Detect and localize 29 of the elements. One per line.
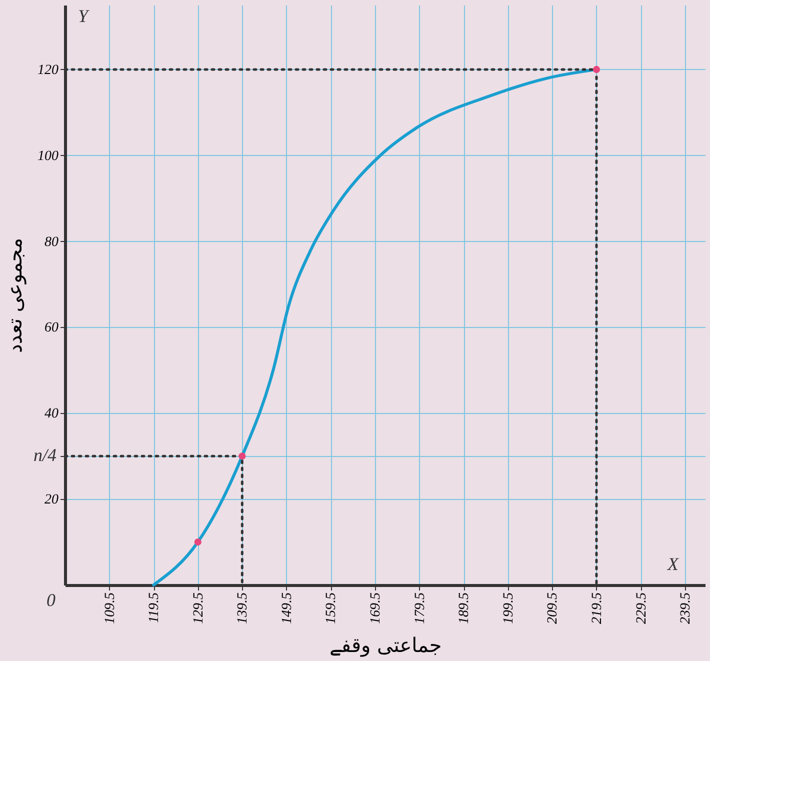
- y-tick-label: 120: [38, 62, 58, 78]
- x-tick-label: 169.5: [368, 592, 384, 624]
- y-tick-label: 40: [44, 406, 58, 422]
- x-tick-label: 199.5: [501, 592, 516, 624]
- text: n/4: [33, 445, 57, 465]
- y-axis-title: مجموعی تعدد: [2, 238, 26, 354]
- x-tick-label: 179.5: [412, 592, 428, 624]
- x-tick-label: 189.5: [457, 592, 472, 624]
- x-tick-label: 219.5: [590, 592, 605, 624]
- x-tick-label: 129.5: [191, 592, 206, 624]
- x-tick-label: 119.5: [147, 592, 162, 623]
- x-axis-title: جماعتی وقفے: [329, 633, 442, 657]
- x-tick-label: 229.5: [634, 592, 650, 624]
- text: 0: [46, 590, 56, 610]
- x-tick-label: 239.5: [678, 592, 694, 624]
- x-tick-label: 159.5: [324, 592, 340, 624]
- x-tick-label: 149.5: [280, 592, 295, 624]
- y-tick-label: 20: [44, 492, 58, 508]
- y-tick-label: 60: [44, 320, 58, 336]
- x-tick-label: 209.5: [546, 592, 561, 624]
- point: [592, 66, 600, 73]
- y-tick-label: 80: [44, 234, 58, 250]
- y-tick-label: 100: [38, 148, 58, 164]
- x-tick-label: 139.5: [236, 592, 251, 624]
- x-tick-label: 109.5: [102, 592, 118, 624]
- point: [238, 452, 246, 460]
- point: [194, 538, 202, 546]
- annotation: X: [666, 554, 680, 574]
- annotation: Y: [78, 6, 90, 26]
